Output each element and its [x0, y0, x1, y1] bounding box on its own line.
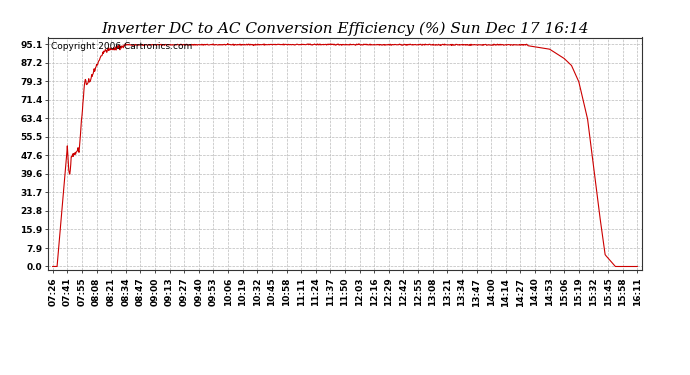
Text: Copyright 2006 Cartronics.com: Copyright 2006 Cartronics.com — [51, 42, 193, 51]
Title: Inverter DC to AC Conversion Efficiency (%) Sun Dec 17 16:14: Inverter DC to AC Conversion Efficiency … — [101, 22, 589, 36]
